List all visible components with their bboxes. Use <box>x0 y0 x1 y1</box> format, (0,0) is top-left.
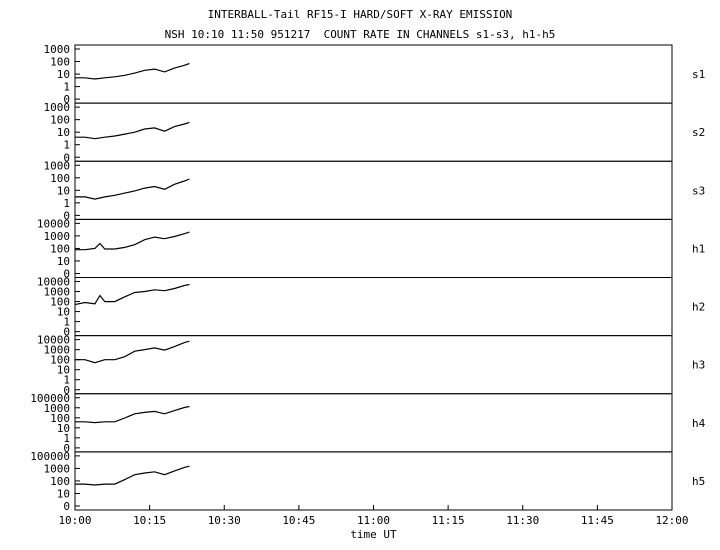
y-tick-label: 100 <box>50 56 70 69</box>
x-tick-label: 11:45 <box>581 514 614 527</box>
y-tick-label: 0 <box>63 151 70 164</box>
x-tick-label: 12:00 <box>655 514 688 527</box>
y-tick-label: 1 <box>63 432 70 445</box>
y-tick-label: 0 <box>63 326 70 339</box>
panel-frame-s2 <box>74 102 673 162</box>
y-tick-label: 1000 <box>44 462 71 475</box>
y-tick-label: 10 <box>57 68 70 81</box>
y-tick-label: 1 <box>63 316 70 329</box>
y-tick-label: 100 <box>50 296 70 309</box>
y-tick-label: 10000 <box>37 217 70 230</box>
y-tick-label: 100 <box>50 475 70 488</box>
panel-label-s2: s2 <box>692 126 705 139</box>
x-axis-label: time UT <box>350 528 397 541</box>
y-tick-label: 0 <box>63 268 70 281</box>
chart-title: INTERBALL-Tail RF15-I HARD/SOFT X-RAY EM… <box>207 8 513 21</box>
y-tick-label: 1 <box>63 197 70 210</box>
y-tick-label: 10 <box>57 364 70 377</box>
x-tick-label: 11:15 <box>432 514 465 527</box>
panel-label-h3: h3 <box>692 359 705 372</box>
y-tick-label: 100 <box>50 172 70 185</box>
y-tick-label: 100 <box>50 242 70 255</box>
panel-frame-h2 <box>74 277 673 337</box>
y-tick-label: 100000 <box>30 392 70 405</box>
y-tick-label: 10 <box>57 184 70 197</box>
panel-frame-h1 <box>74 218 673 278</box>
panel-frame-h4 <box>74 393 673 453</box>
x-tick-label: 10:45 <box>282 514 315 527</box>
series-line-h4 <box>75 405 190 424</box>
chart-subtitle: NSH 10:10 11:50 951217 COUNT RATE IN CHA… <box>164 28 556 41</box>
y-tick-label: 0 <box>63 500 70 513</box>
series-line-h2 <box>74 283 190 306</box>
panel-label-h1: h1 <box>692 242 705 255</box>
y-tick-label: 0 <box>63 209 70 222</box>
x-tick-label: 10:15 <box>133 514 166 527</box>
panel-frame-h5 <box>74 451 673 511</box>
x-tick-label: 11:00 <box>357 514 390 527</box>
y-tick-label: 1 <box>63 139 70 152</box>
series-line-s3 <box>75 178 190 200</box>
panel-label-s3: s3 <box>692 184 705 197</box>
panel-label-h4: h4 <box>692 417 706 430</box>
y-tick-label: 0 <box>63 384 70 397</box>
series-line-s1 <box>75 62 190 80</box>
y-tick-label: 1000 <box>44 230 71 243</box>
y-tick-label: 1 <box>63 81 70 94</box>
y-tick-label: 1000 <box>44 43 71 56</box>
y-tick-label: 100 <box>50 412 70 425</box>
y-tick-label: 100000 <box>30 450 70 463</box>
y-tick-label: 1000 <box>44 286 71 299</box>
y-tick-label: 1000 <box>44 402 71 415</box>
y-tick-label: 10000 <box>37 276 70 289</box>
y-tick-label: 10 <box>57 126 70 139</box>
y-tick-label: 10 <box>57 487 70 500</box>
panel-label-h5: h5 <box>692 475 705 488</box>
panel-label-h2: h2 <box>692 301 705 314</box>
x-tick-label: 10:30 <box>208 514 241 527</box>
y-tick-label: 1000 <box>44 344 71 357</box>
y-tick-label: 10 <box>57 255 70 268</box>
y-tick-label: 10000 <box>37 334 70 347</box>
x-tick-label: 11:30 <box>506 514 539 527</box>
series-line-h3 <box>75 340 190 364</box>
y-tick-label: 10 <box>57 422 70 435</box>
panel-label-s1: s1 <box>692 68 705 81</box>
y-tick-label: 100 <box>50 354 70 367</box>
y-tick-label: 1 <box>63 374 70 387</box>
series-line-h5 <box>75 465 190 486</box>
series-line-s2 <box>75 121 190 140</box>
panel-frame-h3 <box>74 335 673 395</box>
y-tick-label: 10 <box>57 306 70 319</box>
y-tick-label: 1000 <box>44 159 71 172</box>
panel-frame-s3 <box>74 160 673 220</box>
y-tick-label: 0 <box>63 442 70 455</box>
y-tick-label: 100 <box>50 114 70 127</box>
panel-frame-s1 <box>74 44 673 104</box>
x-tick-label: 10:00 <box>58 514 91 527</box>
y-tick-label: 1000 <box>44 101 71 114</box>
series-line-h1 <box>75 231 190 251</box>
y-tick-label: 0 <box>63 93 70 106</box>
